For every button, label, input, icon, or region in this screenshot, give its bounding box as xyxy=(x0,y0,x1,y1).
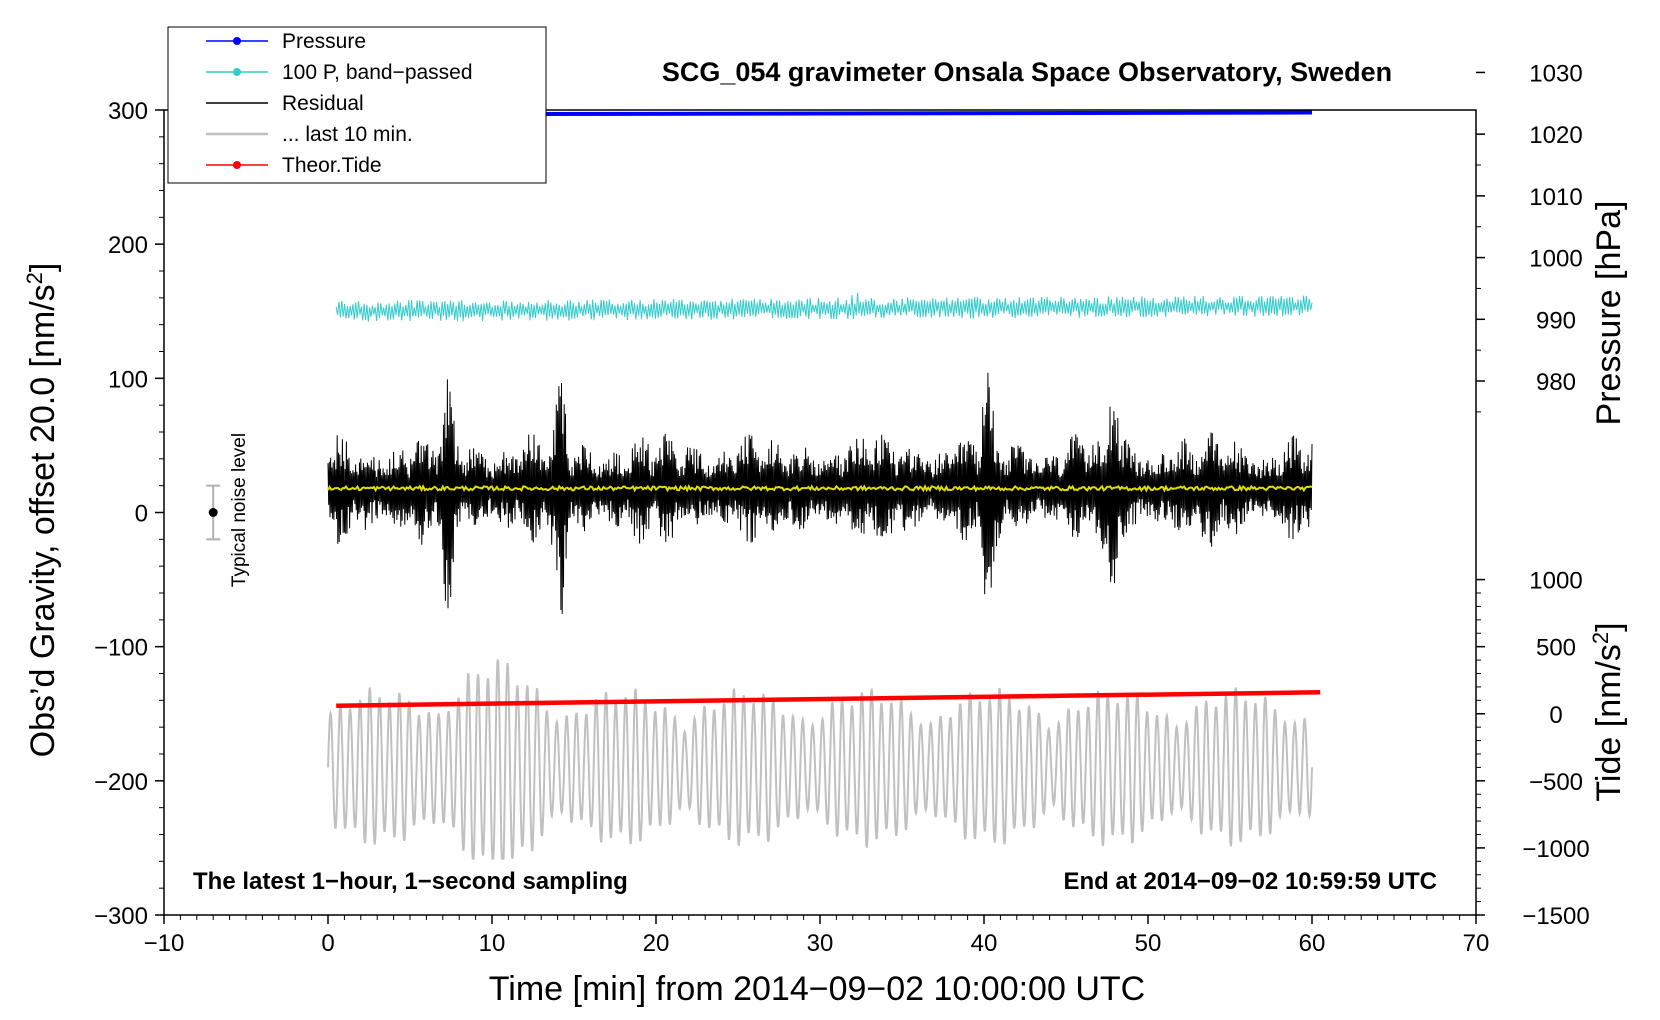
annotation-end-time: End at 2014−09−02 10:59:59 UTC xyxy=(1063,868,1437,895)
legend-label: Pressure xyxy=(282,30,366,53)
y-left-tick-label: −100 xyxy=(94,635,148,662)
y-right-tide-tick-label: 0 xyxy=(1549,702,1562,729)
tide-series-line xyxy=(336,690,1321,708)
legend-swatch-marker xyxy=(233,37,241,45)
y-left-tick-label: 300 xyxy=(108,98,148,125)
annotation-latest-hour: The latest 1−hour, 1−second sampling xyxy=(193,868,628,895)
legend-label: Residual xyxy=(282,92,364,115)
y-left-axis-title-end: ] xyxy=(24,263,62,272)
y-left-tick-label: 0 xyxy=(135,501,148,528)
y-right-tide-tick-label: −500 xyxy=(1529,769,1583,796)
x-tick-label: −10 xyxy=(144,930,185,957)
y-right-tide-title-end: ] xyxy=(1590,622,1628,631)
y-right-tide-title-sup: 2 xyxy=(1588,632,1613,644)
y-right-pressure-title: Pressure [hPa] xyxy=(1590,201,1628,426)
y-right-pressure-tick-label: 1010 xyxy=(1529,184,1582,211)
x-tick-label: 70 xyxy=(1463,930,1490,957)
noise-level-dot xyxy=(208,508,218,517)
x-tick-label: 50 xyxy=(1135,930,1162,957)
y-right-pressure-tick-label: 980 xyxy=(1536,369,1576,396)
y-right-tide-tick-label: 1000 xyxy=(1529,568,1582,595)
y-left-axis-title-sup: 2 xyxy=(22,272,47,284)
y-right-pressure-tick-label: 1020 xyxy=(1529,122,1582,149)
y-left-tick-label: 200 xyxy=(108,232,148,259)
legend-box xyxy=(167,26,547,184)
legend-swatch-marker xyxy=(233,68,241,76)
chart-title: SCG_054 gravimeter Onsala Space Observat… xyxy=(662,57,1392,87)
x-tick-label: 30 xyxy=(807,930,834,957)
legend-label: ... last 10 min. xyxy=(282,123,413,146)
legend-swatch-marker xyxy=(233,161,241,169)
x-axis-title: Time [min] from 2014−09−02 10:00:00 UTC xyxy=(489,970,1145,1008)
y-right-tide-title-text: Tide [nm/s xyxy=(1590,644,1628,801)
tick-layer: −10 0 10 20 30 40 50 60 703002001000−100−200−300… xyxy=(94,60,1590,957)
x-tick-label: 0 xyxy=(321,930,334,957)
y-left-tick-label: −300 xyxy=(94,903,148,930)
y-right-tide-tick-label: 500 xyxy=(1536,635,1576,662)
y-right-pressure-tick-label: 990 xyxy=(1536,307,1576,334)
y-right-pressure-tick-label: 1030 xyxy=(1529,60,1582,87)
legend-label: Theor.Tide xyxy=(282,154,382,177)
x-tick-label: 60 xyxy=(1299,930,1326,957)
x-tick-label: 10 xyxy=(479,930,506,957)
legend-label: 100 P, band−passed xyxy=(282,61,473,84)
noise-level-label: Typical noise level xyxy=(229,433,250,587)
y-left-axis-title-text: Obs’d Gravity, offset 20.0 [nm/s xyxy=(24,284,62,757)
x-tick-label: 40 xyxy=(971,930,998,957)
noise-level-indicator: Typical noise level xyxy=(229,433,250,587)
residual-series-line xyxy=(327,372,1313,614)
y-right-pressure-tick-label: 1000 xyxy=(1529,246,1582,273)
y-left-axis-title: Obs’d Gravity, offset 20.0 [nm/s2] xyxy=(22,263,62,758)
y-right-tide-title: Tide [nm/s2] xyxy=(1588,622,1628,801)
bandpassed-pressure-series-line xyxy=(335,292,1313,322)
x-tick-label: 20 xyxy=(643,930,670,957)
legend: Pressure 100 P, band−passed Residual ... la… xyxy=(167,26,547,184)
y-left-tick-label: 100 xyxy=(108,366,148,393)
y-left-tick-label: −200 xyxy=(94,769,148,796)
series-layer xyxy=(206,110,1321,860)
y-right-tide-tick-label: −1000 xyxy=(1522,836,1589,863)
last-10-min-series-line xyxy=(327,659,1313,860)
residual-mean-line xyxy=(327,483,1313,493)
y-right-tide-tick-label: −1500 xyxy=(1522,903,1589,930)
